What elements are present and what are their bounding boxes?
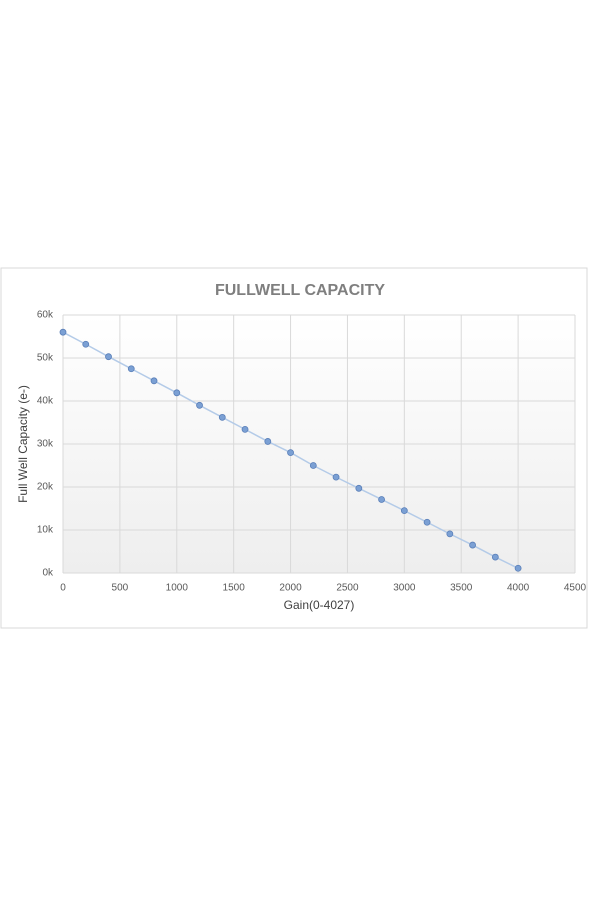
x-tick-label: 3500: [450, 583, 473, 594]
y-tick-label: 60k: [37, 310, 54, 321]
data-point: [218, 413, 226, 421]
data-point: [127, 365, 135, 373]
data-point: [105, 353, 112, 361]
data-point: [309, 462, 317, 469]
x-tick-label: 2000: [279, 583, 302, 594]
data-point: [469, 541, 477, 549]
data-point: [82, 340, 90, 348]
data-point: [355, 484, 363, 492]
x-tick-label: 4000: [507, 583, 530, 594]
y-tick-label: 0k: [42, 568, 54, 579]
data-point: [196, 401, 203, 409]
x-tick-label: 3000: [393, 583, 416, 594]
data-point: [423, 518, 431, 526]
x-tick-label: 0: [60, 583, 66, 594]
y-tick-label: 50k: [37, 353, 54, 364]
x-tick-label: 500: [112, 583, 129, 594]
data-point: [446, 530, 454, 538]
data-point: [59, 328, 67, 336]
x-tick-label: 4500: [564, 583, 587, 594]
y-tick-label: 20k: [37, 482, 54, 493]
data-point: [491, 553, 499, 561]
x-tick-label: 1000: [166, 583, 189, 594]
data-point: [514, 564, 522, 572]
y-tick-label: 10k: [37, 525, 54, 536]
x-tick-label: 1500: [223, 583, 246, 594]
data-point: [378, 496, 385, 503]
data-point: [241, 425, 249, 433]
data-point: [332, 473, 340, 481]
x-axis-title: Gain(0-4027): [284, 598, 355, 612]
data-point: [150, 377, 158, 385]
data-point: [173, 389, 181, 397]
y-tick-label: 30k: [37, 439, 54, 450]
x-tick-label: 2500: [336, 583, 359, 594]
y-tick-label: 40k: [37, 396, 54, 407]
data-point: [400, 507, 408, 515]
chart-title: FULLWELL CAPACITY: [215, 282, 385, 299]
data-point: [287, 449, 294, 457]
data-point: [264, 438, 272, 445]
y-axis-title: Full Well Capacity (e-): [16, 385, 30, 503]
